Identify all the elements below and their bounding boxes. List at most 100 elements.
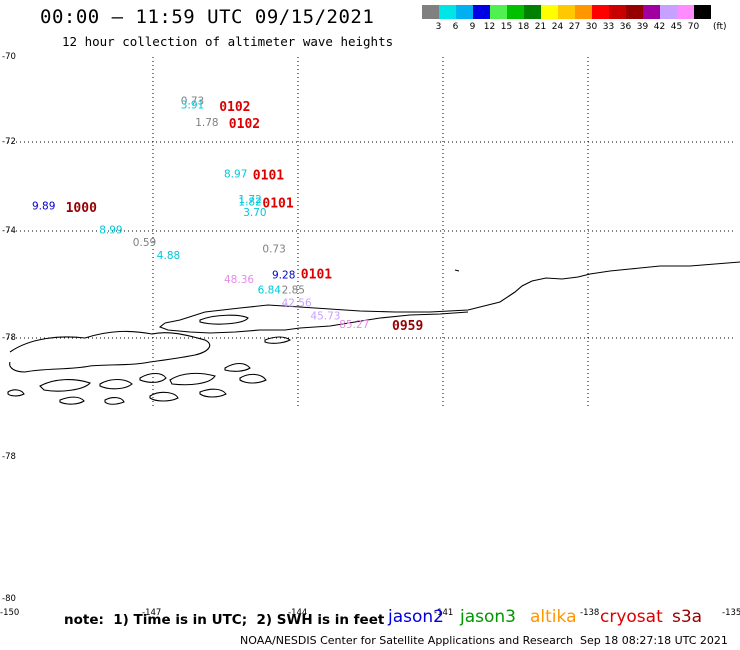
wave-height-value: 1.72 xyxy=(238,194,261,206)
color-scale-label: 30 xyxy=(585,22,598,32)
color-scale-bar xyxy=(422,5,711,19)
credits: NOAA/NESDIS Center for Satellite Applica… xyxy=(240,634,574,647)
color-scale-label: 3 xyxy=(435,22,442,32)
color-scale-labels: 3 6 9 12 15 18 21 24 27 30 33 36 39 42 45 70 xyxy=(422,22,702,32)
color-swatch xyxy=(626,5,643,19)
lon-label: -138 xyxy=(580,608,599,618)
color-scale-unit: (ft) xyxy=(713,22,727,32)
wave-height-value: 0.59 xyxy=(133,237,156,249)
color-swatch xyxy=(507,5,524,19)
lat-label: -80 xyxy=(2,594,16,604)
wave-height-value: 6.84 xyxy=(258,285,282,297)
satellite-cryosat: cryosat xyxy=(600,607,663,627)
color-scale-label: 24 xyxy=(551,22,564,32)
scale-spacer xyxy=(422,22,430,32)
lat-label: -74 xyxy=(2,226,16,236)
color-swatch xyxy=(541,5,558,19)
color-swatch xyxy=(524,5,541,19)
color-scale-label: 70 xyxy=(687,22,700,32)
map-subtitle: 12 hour collection of altimeter wave hei… xyxy=(62,34,394,49)
coast-west xyxy=(9,330,211,373)
island-12 xyxy=(7,389,25,397)
wave-height-value: 45.73 xyxy=(310,310,340,322)
color-swatch xyxy=(609,5,626,19)
footnote: note: 1) Time is in UTC; 2) SWH is in fe… xyxy=(64,612,385,628)
color-swatch xyxy=(490,5,507,19)
satellite-s3a: s3a xyxy=(672,607,703,627)
wave-height-value: 8.97 xyxy=(224,168,247,180)
satellite-altika: altika xyxy=(530,607,577,627)
wave-height-value: 42.56 xyxy=(282,297,312,309)
wave-height-value: 85.27 xyxy=(339,319,369,331)
color-scale-label: 33 xyxy=(602,22,615,32)
color-scale-label: 18 xyxy=(517,22,530,32)
satellite-jason3: jason3 xyxy=(460,607,516,627)
island-6 xyxy=(59,396,85,405)
antarctic-coastline xyxy=(7,261,740,405)
wave-height-value: 0.73 xyxy=(262,244,285,256)
wave-height-value: 48.36 xyxy=(224,274,254,286)
pressure-label: 0101 xyxy=(301,267,332,282)
wave-height-value: 8.99 xyxy=(99,224,122,236)
islet xyxy=(454,269,460,272)
island-8 xyxy=(149,391,179,402)
island-1 xyxy=(39,379,91,392)
color-swatch xyxy=(422,5,439,19)
island-4 xyxy=(169,372,216,386)
satellite-jason2: jason2 xyxy=(388,607,444,627)
color-swatch xyxy=(694,5,711,19)
color-swatch xyxy=(558,5,575,19)
lat-label: -78 xyxy=(2,333,16,343)
lon-label: -141 xyxy=(434,608,453,618)
color-scale-label: 27 xyxy=(568,22,581,32)
color-scale-label: 36 xyxy=(619,22,632,32)
color-scale-label: 9 xyxy=(469,22,476,32)
lat-label: -72 xyxy=(2,137,16,147)
color-scale-label: 15 xyxy=(500,22,513,32)
island-3 xyxy=(139,372,167,383)
timestamp: Sep 18 08:27:18 UTC 2021 xyxy=(580,634,728,647)
island-10 xyxy=(239,373,267,384)
wave-height-value: 9.89 xyxy=(32,201,55,213)
color-swatch xyxy=(456,5,473,19)
pressure-label: 0102 xyxy=(229,117,260,132)
map-title: 00:00 – 11:59 UTC 09/15/2021 xyxy=(40,6,375,28)
color-scale-label: 6 xyxy=(452,22,459,32)
wave-height-observations: 0.733.911.788.971.721.823.709.898.990.59… xyxy=(32,95,369,331)
lon-label: -135 xyxy=(722,608,740,618)
lat-label: -78 xyxy=(2,452,16,462)
island-9 xyxy=(199,388,227,398)
color-swatch xyxy=(575,5,592,19)
wave-height-value: 9.28 xyxy=(272,269,295,281)
color-swatch xyxy=(643,5,660,19)
wave-height-value: 3.70 xyxy=(243,207,266,219)
color-swatch xyxy=(592,5,609,19)
color-scale-label: 39 xyxy=(636,22,649,32)
island-2 xyxy=(99,378,133,390)
color-swatch xyxy=(677,5,694,19)
wave-height-value: 4.88 xyxy=(157,250,180,262)
wave-height-value: 1.82 xyxy=(238,196,261,208)
pressure-labels: 0102 0102 0101 0101 1000 0101 0959 xyxy=(66,100,424,334)
wave-height-value: 0.73 xyxy=(181,95,204,107)
ice-shelf-front xyxy=(158,311,469,334)
color-swatch xyxy=(660,5,677,19)
island-11 xyxy=(264,336,292,344)
lon-label: -150 xyxy=(0,608,19,618)
ice-shelf-coastline xyxy=(164,261,740,324)
pressure-label: 1000 xyxy=(66,201,97,216)
lat-lon-grid: -70 -72 -74 -78 -78 -80 -150 -147 -144 -141 -138 -1… xyxy=(0,52,740,618)
color-swatch xyxy=(439,5,456,19)
wave-height-value: 2.85 xyxy=(282,285,305,297)
color-scale-label: 12 xyxy=(483,22,496,32)
island-5 xyxy=(224,362,251,372)
lon-label: -147 xyxy=(142,608,161,618)
wave-height-value: 3.91 xyxy=(181,100,204,112)
island-7 xyxy=(104,397,125,405)
color-swatch xyxy=(473,5,490,19)
inlet-1 xyxy=(199,314,249,325)
lon-label: -144 xyxy=(288,608,307,618)
color-scale-label: 45 xyxy=(670,22,683,32)
wave-height-value: 1.78 xyxy=(195,117,218,129)
